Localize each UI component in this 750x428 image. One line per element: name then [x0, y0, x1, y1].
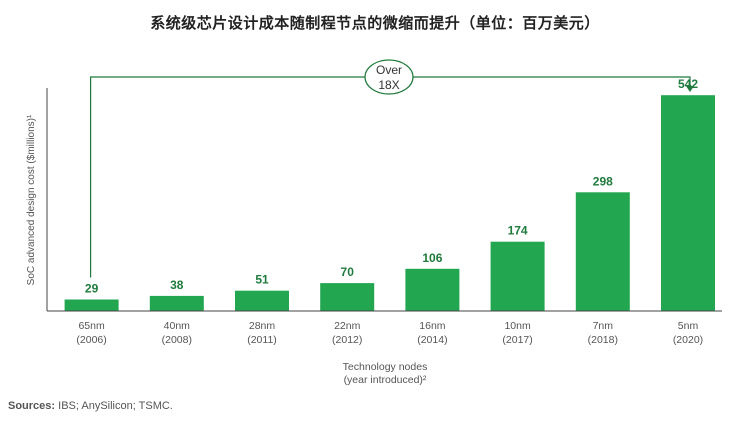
bar-10nm	[490, 241, 545, 311]
bar-7nm	[575, 192, 630, 311]
x-tick-label-node: 65nm	[78, 320, 105, 332]
x-tick-label-year: (2014)	[417, 334, 447, 346]
x-tick-label-year: (2020)	[673, 334, 703, 346]
x-tick-label-node: 22nm	[334, 320, 361, 332]
bar-value-label: 70	[341, 265, 355, 279]
bar-value-label: 29	[85, 282, 99, 296]
x-tick-label-node: 16nm	[419, 320, 446, 332]
x-tick-label-node: 7nm	[593, 320, 614, 332]
growth-bracket-arrowhead	[686, 86, 694, 92]
sources-note: Sources: IBS; AnySilicon; TSMC.	[8, 400, 173, 412]
y-axis-label: SoC advanced design cost ($millions)¹	[26, 114, 37, 285]
growth-bubble-text-factor: 18X	[378, 78, 399, 92]
x-tick-label-year: (2011)	[247, 334, 277, 346]
bar-value-label: 542	[678, 77, 698, 91]
x-tick-label-node: 5nm	[678, 320, 699, 332]
bar-value-label: 38	[170, 278, 184, 292]
bar-value-label: 298	[593, 174, 613, 188]
x-tick-label-year: (2006)	[76, 334, 106, 346]
growth-annotation: Over 18X	[90, 59, 694, 278]
bar-22nm	[320, 283, 375, 311]
bar-value-label: 51	[255, 273, 269, 287]
bar-value-label: 106	[422, 251, 442, 265]
bar-value-label: 174	[508, 224, 528, 238]
bar-65nm	[64, 299, 119, 311]
bar-5nm	[661, 95, 715, 311]
sources-text: IBS; AnySilicon; TSMC.	[58, 400, 173, 412]
x-tick-label-node: 10nm	[504, 320, 531, 332]
chart-title: 系统级芯片设计成本随制程节点的微缩而提升（单位：百万美元）	[150, 14, 600, 32]
x-tick-label-year: (2012)	[332, 334, 362, 346]
bar-28nm	[235, 290, 289, 311]
x-tick-label-year: (2018)	[588, 334, 618, 346]
x-axis-label: Technology nodes	[343, 361, 428, 373]
bars-group: 29 65nm (2006) 38 40nm (2008) 51 28nm (2011) 70 22…	[64, 77, 715, 346]
bar-40nm	[149, 295, 204, 311]
growth-bubble	[364, 59, 414, 95]
x-tick-label-node: 28nm	[249, 320, 276, 332]
x-tick-label-node: 40nm	[164, 320, 191, 332]
sources-label: Sources:	[8, 400, 56, 412]
growth-bubble-text-over: Over	[376, 63, 402, 77]
bar-16nm	[405, 268, 460, 311]
x-axis-label-subtitle: (year introduced)²	[344, 374, 427, 386]
x-tick-label-year: (2017)	[502, 334, 532, 346]
x-tick-label-year: (2008)	[162, 334, 192, 346]
